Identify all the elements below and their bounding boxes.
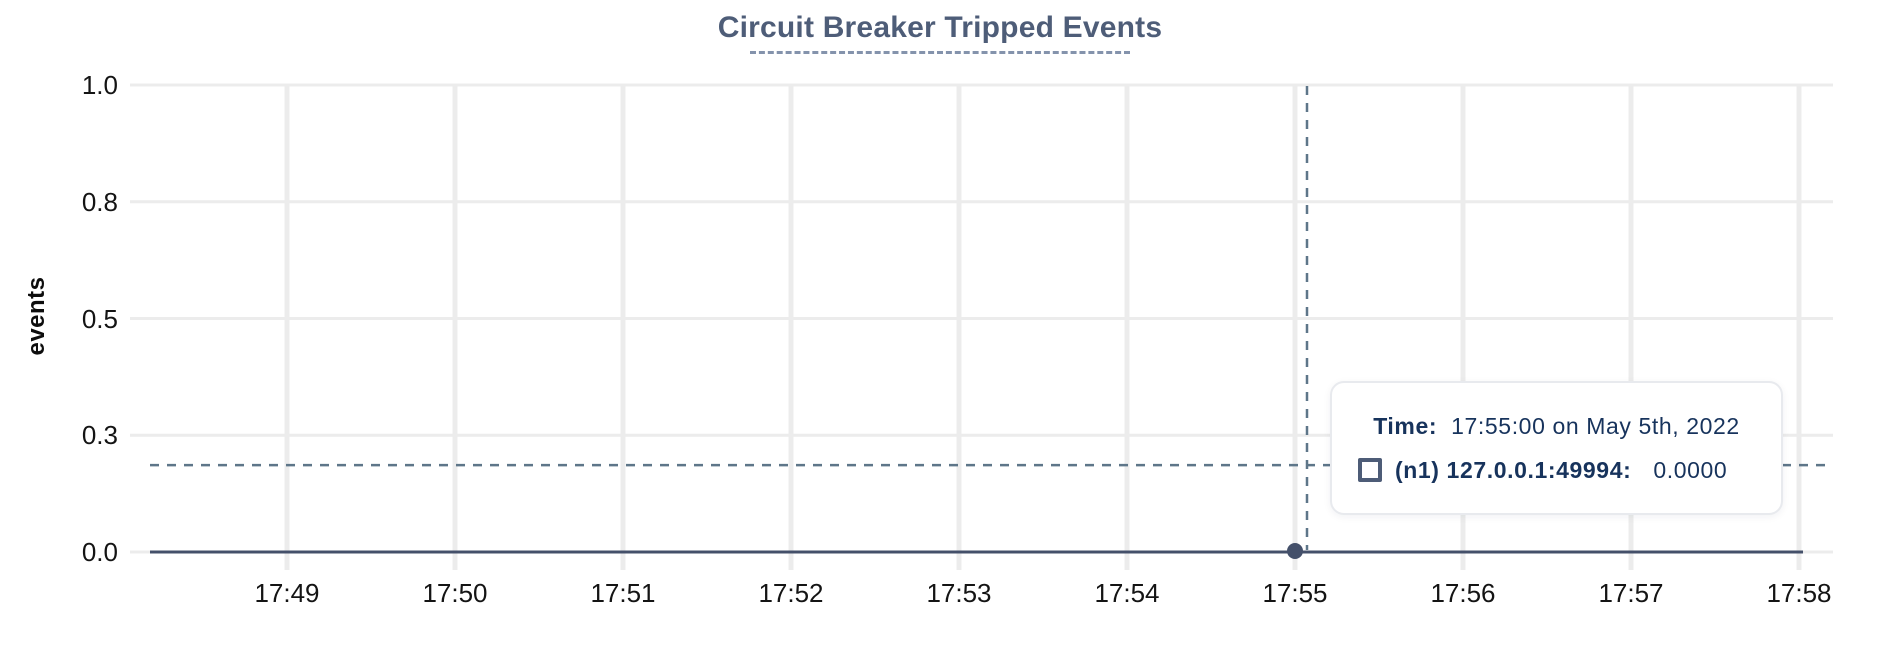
tooltip-time-row: Time: 17:55:00 on May 5th, 2022 xyxy=(1358,413,1755,440)
square-outline-icon xyxy=(1358,458,1382,482)
tooltip-time-value: 17:55:00 on May 5th, 2022 xyxy=(1451,412,1740,439)
y-tick-label: 0.8 xyxy=(81,186,118,217)
hovered-point-marker xyxy=(1287,543,1303,559)
tooltip-time-label: Time: xyxy=(1373,412,1438,439)
x-tick-label: 17:51 xyxy=(590,578,656,608)
chart-title[interactable]: Circuit Breaker Tripped Events xyxy=(717,11,1163,44)
tooltip-series-row: (n1) 127.0.0.1:49994: 0.0000 xyxy=(1358,457,1755,484)
x-tick-label: 17:53 xyxy=(926,578,992,608)
tooltip-series-label: (n1) 127.0.0.1:49994: xyxy=(1395,456,1632,483)
y-tick-label: 0.5 xyxy=(81,303,118,334)
x-tick-label: 17:56 xyxy=(1430,578,1496,608)
y-tick-label: 1.0 xyxy=(81,70,118,100)
y-tick-label: 0.3 xyxy=(81,420,118,451)
x-tick-label: 17:57 xyxy=(1598,578,1664,608)
x-tick-label: 17:54 xyxy=(1094,578,1160,608)
tooltip-series-value: 0.0000 xyxy=(1653,456,1728,483)
x-tick-label: 17:50 xyxy=(422,578,488,608)
chart-title-underline xyxy=(750,51,1130,54)
y-tick-label: 0.0 xyxy=(81,537,118,567)
x-tick-label: 17:52 xyxy=(758,578,824,608)
x-tick-label: 17:58 xyxy=(1766,578,1832,608)
x-tick-label: 17:55 xyxy=(1262,578,1328,608)
x-tick-label: 17:49 xyxy=(254,578,320,608)
hover-tooltip: Time: 17:55:00 on May 5th, 2022 (n1) 127… xyxy=(1330,381,1783,515)
